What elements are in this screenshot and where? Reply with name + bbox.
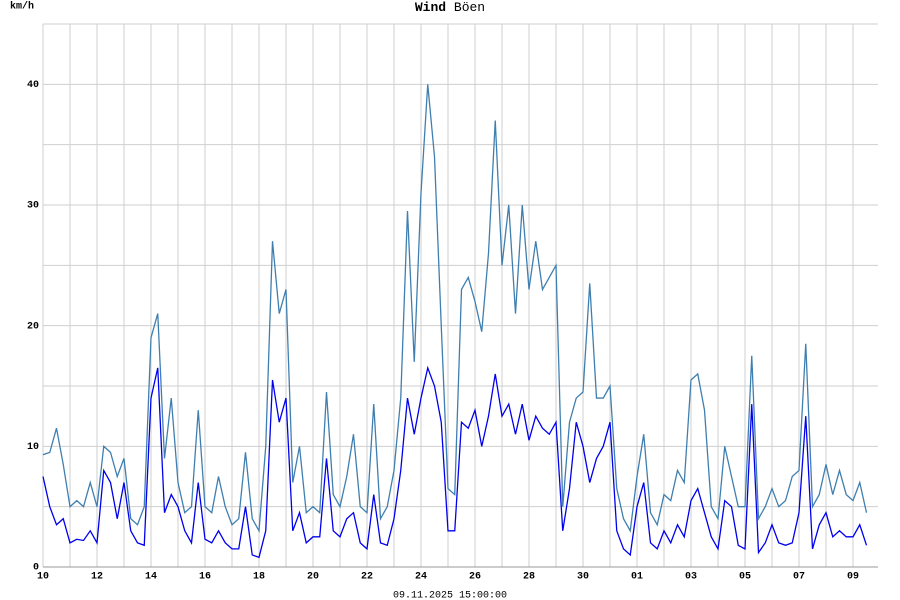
footer: 09.11.2025 15:00:00 (393, 591, 507, 600)
series-line (42, 365, 868, 559)
x-tick-label: 16 (199, 572, 211, 583)
series-line (42, 84, 868, 533)
x-tick-label: 05 (739, 572, 751, 583)
chart-title: Wind Böen (415, 0, 485, 15)
x-tick-label: 09 (847, 572, 859, 583)
y-tick-label: 0 (33, 563, 39, 574)
x-tick-label: 26 (469, 572, 481, 583)
x-tick-label: 01 (631, 572, 643, 583)
x-tick-label: 03 (685, 572, 697, 583)
x-tick-label: 28 (523, 572, 535, 583)
y-axis-label: km/h (10, 1, 34, 13)
x-tick-label: 12 (91, 572, 103, 583)
x-tick-label: 14 (145, 572, 157, 583)
legend-entry: Böen (454, 0, 485, 15)
x-tick-label: 20 (307, 572, 319, 583)
x-tick-label: 10 (37, 572, 49, 583)
x-tick-label: 24 (415, 572, 427, 583)
x-tick-label: 07 (793, 572, 805, 583)
y-tick-label: 40 (27, 80, 39, 91)
x-tick-label: 18 (253, 572, 265, 583)
x-tick-label: 30 (577, 572, 589, 583)
y-tick-label: 30 (27, 201, 39, 212)
x-tick-label: 22 (361, 572, 373, 583)
legend-entry: Wind (415, 0, 446, 15)
y-tick-label: 20 (27, 321, 39, 332)
y-tick-label: 10 (27, 442, 39, 453)
